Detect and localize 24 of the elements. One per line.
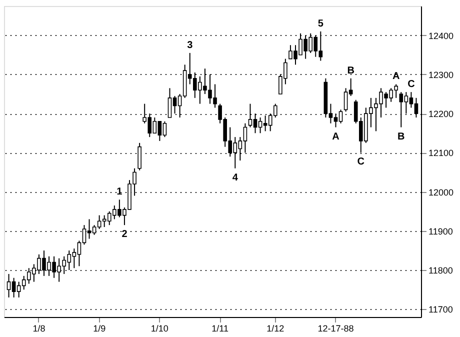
- y-tick-label: 12100: [428, 148, 454, 158]
- text: 4: [232, 172, 238, 184]
- text: C: [357, 156, 365, 168]
- x-tick-label: 1/11: [212, 324, 228, 334]
- text: 1: [116, 186, 122, 198]
- x-tick-label: 1/8: [32, 324, 46, 334]
- text: A: [392, 71, 400, 82]
- y-tick-label: 12000: [428, 187, 454, 198]
- y-tick-label: 11800: [428, 266, 453, 276]
- x-tick-label: 12-17-88: [318, 324, 354, 334]
- text: B: [347, 65, 354, 76]
- x-tick-label: 1/9: [93, 324, 106, 334]
- y-tick-label: 12200: [428, 109, 454, 120]
- y-tick-label: 12300: [428, 70, 454, 80]
- y-tick-label: 11900: [428, 226, 453, 236]
- y-tick-label: 11700: [428, 304, 453, 315]
- x-tick-label: 1/12: [266, 324, 284, 334]
- text: A: [332, 131, 340, 142]
- text: 5: [318, 18, 324, 30]
- x-tick-label: 1/10: [150, 324, 168, 334]
- text: 3: [187, 40, 193, 51]
- y-tick-label: 12400: [428, 30, 454, 41]
- text: C: [408, 79, 415, 90]
- text: B: [398, 131, 405, 142]
